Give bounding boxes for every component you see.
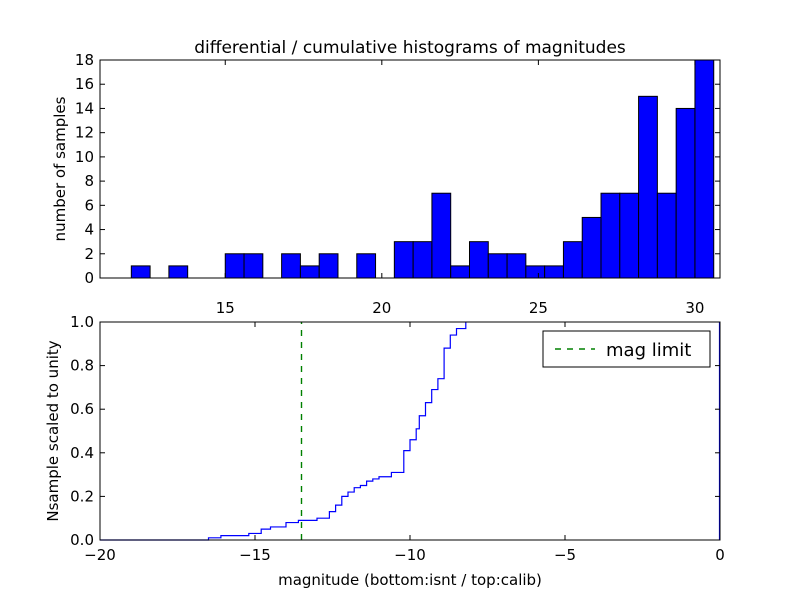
- y-tick-label: 1.0: [70, 313, 94, 331]
- legend: mag limit: [542, 330, 711, 368]
- x-tick-label: −10: [394, 546, 426, 564]
- x-axis-label: magnitude (bottom:isnt / top:calib): [278, 571, 542, 589]
- y-tick-label: 10: [75, 148, 94, 166]
- y-tick-label: 6: [84, 196, 94, 214]
- y-tick-label: 18: [75, 51, 94, 69]
- cumulative-step-line: [100, 322, 467, 541]
- y-tick-label: 14: [75, 99, 94, 117]
- x-tick-label: 25: [529, 299, 548, 317]
- legend-label-mag-limit: mag limit: [606, 340, 691, 361]
- histogram-bar: [393, 241, 414, 279]
- histogram-bar: [412, 241, 433, 279]
- y-tick-label: 0.0: [70, 531, 94, 549]
- histogram-bar: [525, 265, 546, 279]
- x-tick-label: 0: [715, 546, 725, 564]
- histogram-bar: [600, 192, 621, 279]
- histogram-bar: [243, 253, 264, 279]
- histogram-bar: [656, 192, 677, 279]
- y-axis-label: number of samples: [51, 96, 69, 241]
- x-tick-label: 15: [216, 299, 235, 317]
- y-tick-label: 2: [84, 245, 94, 263]
- y-tick-label: 0.8: [70, 357, 94, 375]
- y-tick-label: 0.6: [70, 400, 94, 418]
- histogram-panel: differential / cumulative histograms of …: [51, 38, 721, 317]
- y-axis-label: Nsample scaled to unity: [44, 340, 62, 521]
- y-tick-label: 0: [84, 269, 94, 287]
- chart-title: differential / cumulative histograms of …: [194, 38, 626, 58]
- cumulative-panel: Nsample scaled to unity magnitude (botto…: [44, 313, 725, 589]
- histogram-bar: [130, 265, 151, 279]
- y-tick-label: 0.2: [70, 487, 94, 505]
- histogram-bar: [431, 192, 452, 279]
- histogram-bar: [468, 241, 489, 279]
- y-tick-label: 0.4: [70, 444, 94, 462]
- y-tick-label: 8: [84, 172, 94, 190]
- histogram-bar: [281, 253, 301, 279]
- histogram-bar: [619, 192, 640, 279]
- histogram-bar: [562, 241, 583, 279]
- histogram-bar: [450, 265, 470, 279]
- histogram-bar: [224, 253, 245, 279]
- x-tick-label: −5: [554, 546, 576, 564]
- histogram-bar: [506, 253, 527, 279]
- histogram-bar: [299, 265, 320, 279]
- x-tick-label: 20: [372, 299, 391, 317]
- histogram-bar: [356, 253, 377, 279]
- x-tick-label: −20: [84, 546, 116, 564]
- histogram-bar: [544, 265, 564, 279]
- histogram-plot-frame: [99, 59, 721, 279]
- histogram-ticks: 15 20 25 30 0 2 4 6 8 10 12 14 16 18: [75, 51, 720, 317]
- histogram-bar: [581, 216, 602, 279]
- histogram-bar: [168, 265, 189, 279]
- y-tick-label: 12: [75, 124, 94, 142]
- cumulative-plot-frame: [99, 321, 721, 541]
- histogram-bar: [638, 95, 658, 279]
- histogram-bar: [487, 253, 508, 279]
- histogram-bar: [318, 253, 339, 279]
- x-tick-label: 30: [685, 299, 704, 317]
- x-tick-label: −15: [239, 546, 271, 564]
- cumulative-ticks: −20 −15 −10 −5 0 0.0 0.2 0.4 0.6 0.8 1.0: [70, 313, 725, 564]
- histogram-bar: [694, 59, 715, 279]
- y-tick-label: 4: [84, 221, 94, 239]
- histogram-bars: [130, 59, 715, 279]
- y-tick-label: 16: [75, 75, 94, 93]
- histogram-bar: [675, 107, 696, 279]
